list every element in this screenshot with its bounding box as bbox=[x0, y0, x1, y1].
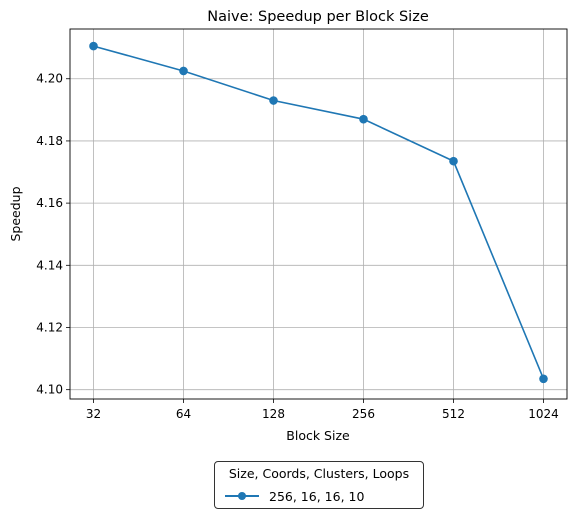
y-tick-label: 4.16 bbox=[36, 196, 63, 210]
x-axis-ticks: 32 64 128 256 512 1024 bbox=[86, 399, 559, 421]
x-tick-label: 128 bbox=[262, 407, 285, 421]
x-tick-label: 512 bbox=[442, 407, 465, 421]
data-point bbox=[449, 156, 458, 166]
series-group bbox=[89, 41, 548, 384]
legend-line-marker-icon bbox=[225, 488, 259, 504]
x-tick-label: 64 bbox=[176, 407, 191, 421]
legend-entry: 256, 16, 16, 10 bbox=[225, 488, 364, 504]
plot-area-frame bbox=[69, 28, 568, 400]
y-tick-label: 4.18 bbox=[36, 134, 63, 148]
chart-title: Naive: Speedup per Block Size bbox=[207, 9, 429, 25]
x-tick-label: 256 bbox=[352, 407, 375, 421]
series-line bbox=[93, 45, 545, 380]
data-point bbox=[359, 114, 368, 124]
x-axis-label: Block Size bbox=[286, 428, 350, 443]
data-point bbox=[539, 374, 548, 384]
y-tick-label: 4.14 bbox=[36, 258, 63, 272]
data-point bbox=[269, 96, 278, 105]
y-axis-label: Speedup bbox=[8, 186, 23, 241]
legend: Size, Coords, Clusters, Loops 256, 16, 1… bbox=[214, 461, 424, 509]
x-tick-label: 1024 bbox=[528, 407, 559, 421]
y-axis-ticks: 4.10 4.12 4.14 4.16 4.18 4.20 bbox=[36, 72, 70, 397]
legend-title: Size, Coords, Clusters, Loops bbox=[228, 466, 410, 481]
legend-series-label: 256, 16, 16, 10 bbox=[269, 488, 365, 504]
y-tick-label: 4.12 bbox=[36, 320, 63, 334]
data-point bbox=[89, 41, 98, 51]
data-point bbox=[179, 66, 188, 76]
y-tick-label: 4.20 bbox=[36, 72, 63, 86]
grid-lines bbox=[70, 29, 567, 399]
x-tick-label: 32 bbox=[86, 407, 101, 421]
y-tick-label: 4.10 bbox=[36, 383, 63, 397]
